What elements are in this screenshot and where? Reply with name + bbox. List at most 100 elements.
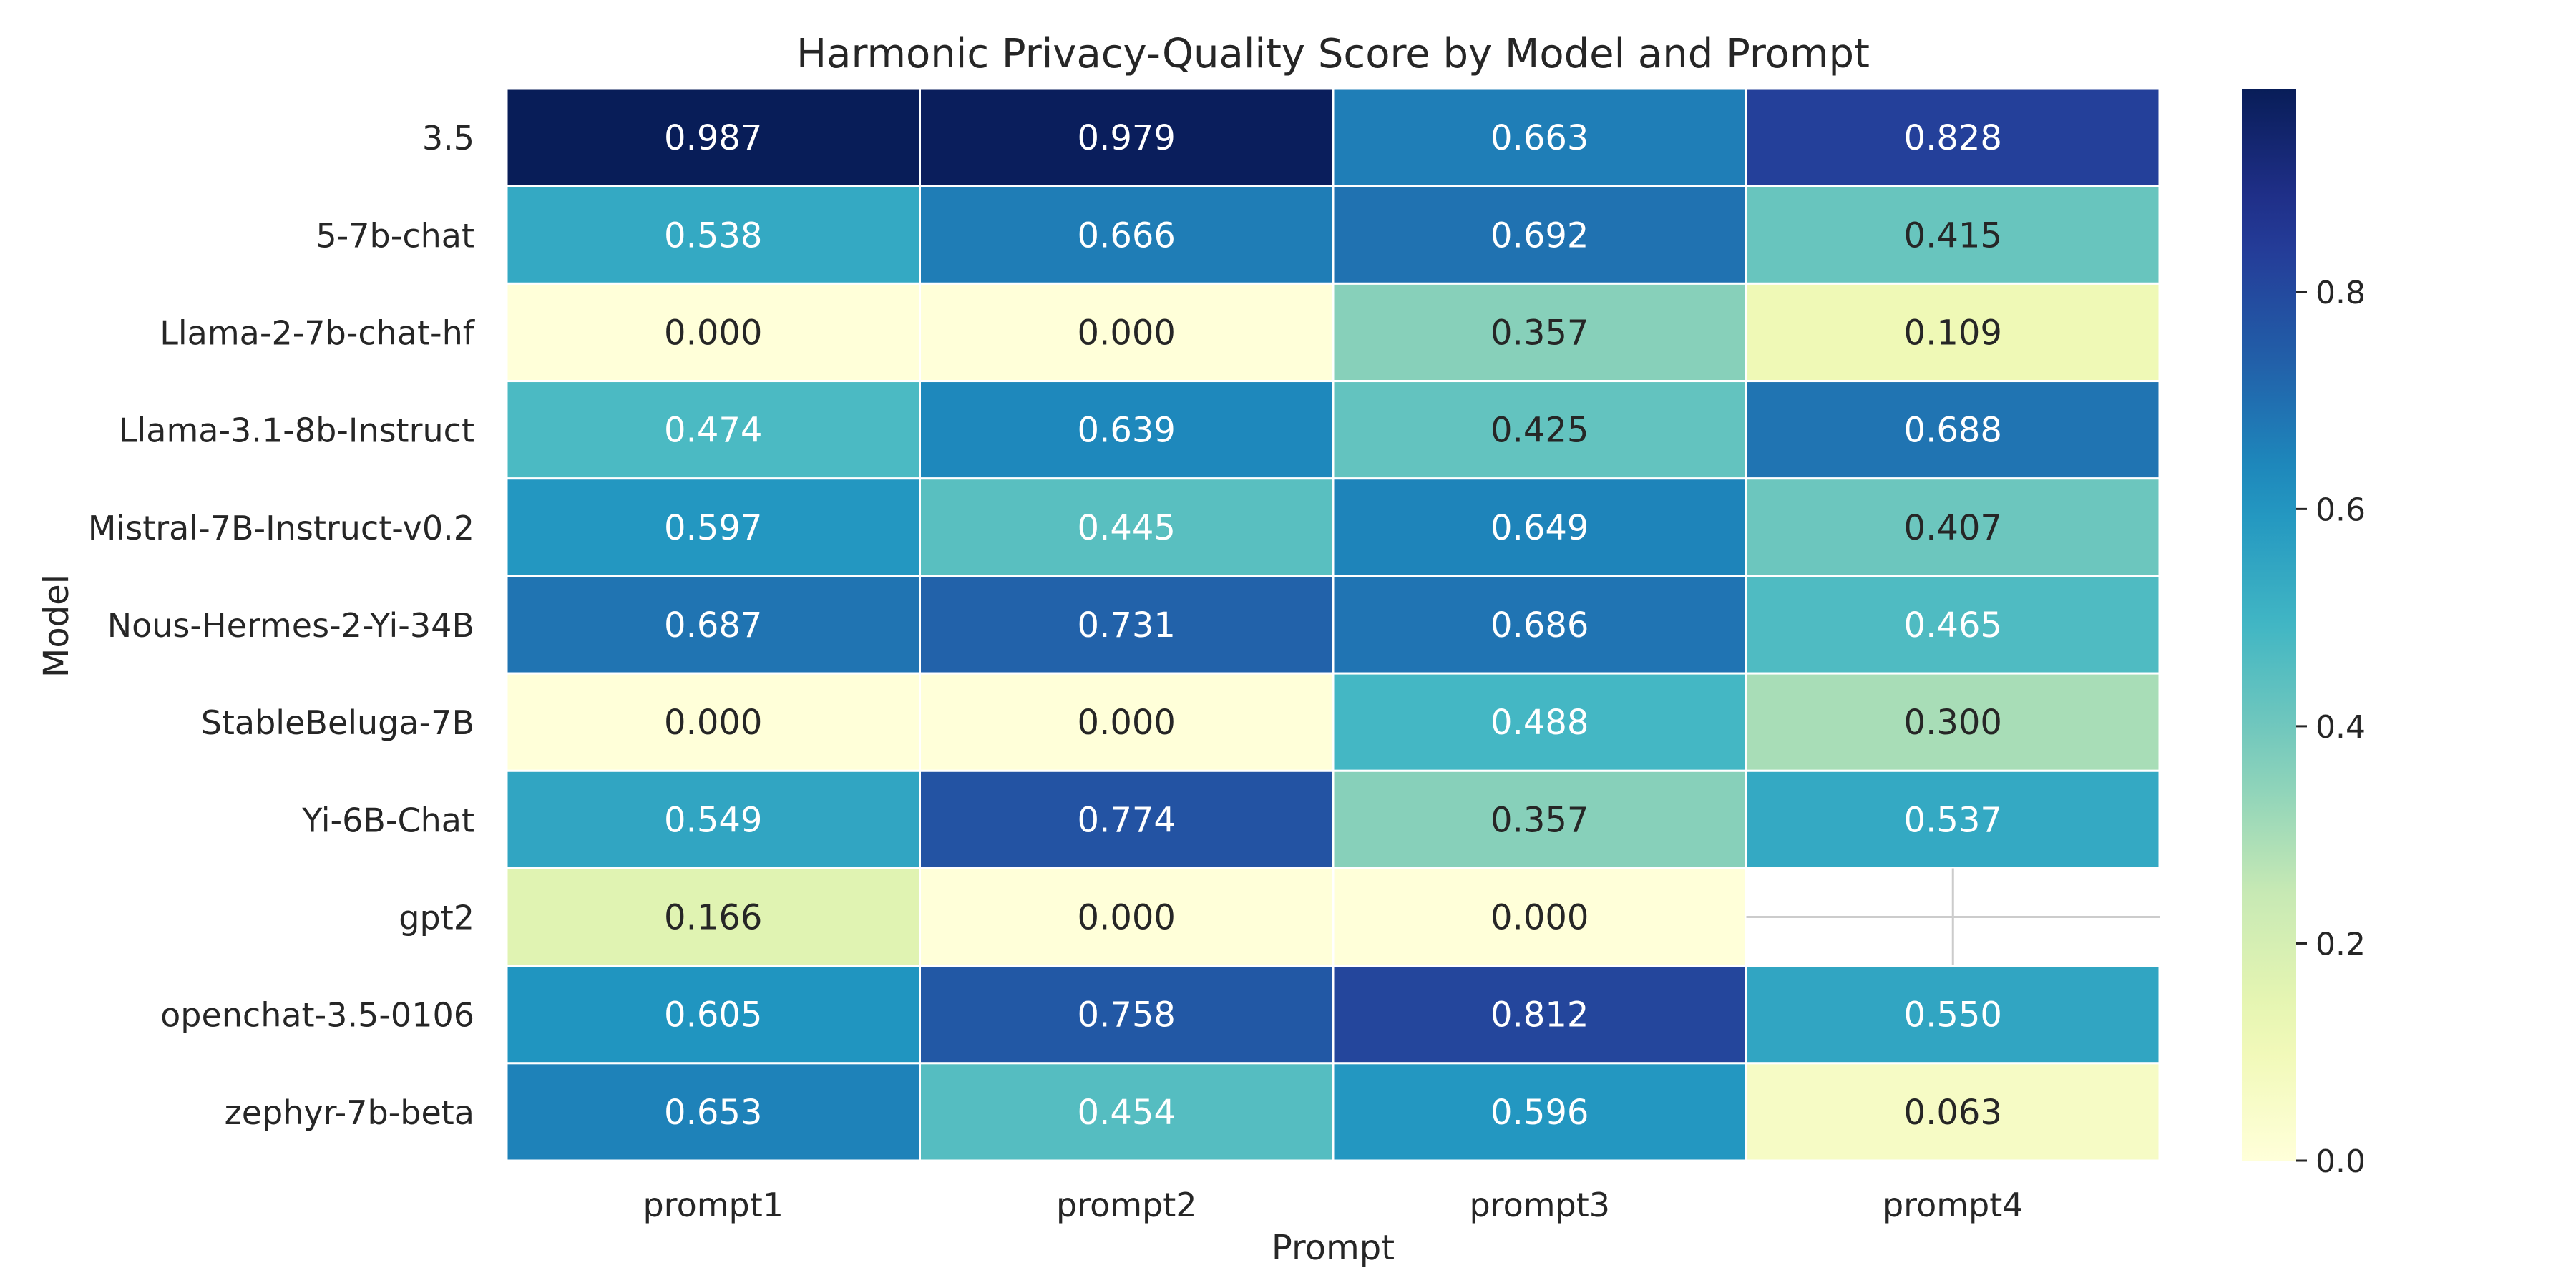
heatmap-cell [1745,380,2161,480]
cell-value-label: 0.465 [1904,605,2002,645]
heatmap-cell [1745,477,2161,577]
cell-value-label: 0.597 [664,508,762,548]
y-tick-label: Mistral-7B-Instruct-v0.2 [88,509,474,547]
y-tick-label: Llama-2-7b-chat-hf [160,313,476,352]
cell-value-label: 0.537 [1904,800,2002,840]
x-tick-label: prompt3 [1469,1186,1610,1224]
cell-value-label: 0.639 [1078,411,1176,451]
x-tick-label: prompt4 [1883,1186,2024,1224]
cell-value-label: 0.605 [664,995,762,1035]
colorbar-tick-label: 0.0 [2316,1143,2366,1180]
heatmap-cell [1745,185,2161,285]
y-tick-label: zephyr-7b-beta [225,1093,474,1132]
cell-value-label: 0.687 [664,605,762,645]
cell-value-label: 0.731 [1078,605,1176,645]
cell-value-label: 0.549 [664,800,762,840]
y-tick-label: gpt2 [399,899,474,937]
heatmap-cell [1332,87,1747,187]
y-tick-label: 3.5 [422,119,474,157]
heatmap-cell [1745,282,2161,383]
heatmap-cell [505,87,921,187]
y-tick-label: StableBeluga-7B [201,703,474,742]
heatmap-cell [505,672,921,772]
y-tick-label: Nous-Hermes-2-Yi-34B [107,606,474,645]
heatmap-cell [1745,1062,2161,1162]
heatmap-cell [1745,575,2161,675]
x-tick-labels: prompt1 prompt2 prompt3 prompt4 [643,1186,2023,1224]
heatmap-cell [505,380,921,480]
heatmap-cell [505,769,921,869]
heatmap-cell [1332,867,1747,967]
cell-value-label: 0.488 [1491,703,1589,743]
y-tick-labels: 3.5 5-7b-chat Llama-2-7b-chat-hf Llama-3.1-… [88,119,476,1132]
y-tick-label: 5-7b-chat [316,216,474,255]
cell-value-label: 0.000 [1078,703,1176,743]
cell-value-label: 0.596 [1491,1093,1589,1133]
cell-value-label: 0.000 [1491,898,1589,938]
x-axis-label: Prompt [1272,1228,1395,1268]
heatmap-cell [919,575,1335,675]
cell-value-label: 0.686 [1491,605,1589,645]
cell-value-label: 0.454 [1078,1093,1176,1133]
heatmap-cell [505,477,921,577]
cell-value-label: 0.812 [1491,995,1589,1035]
x-tick-label: prompt1 [643,1186,784,1224]
cell-value-label: 0.666 [1078,215,1176,255]
cell-value-label: 0.425 [1491,411,1589,451]
cell-value-label: 0.000 [664,703,762,743]
cell-value-label: 0.357 [1491,313,1589,353]
heatmap-cell [1332,1062,1747,1162]
cell-value-label: 0.000 [1078,898,1176,938]
y-tick-label: openchat-3.5-0106 [160,996,474,1035]
y-axis-label: Model [36,575,77,678]
y-tick-label: Llama-3.1-8b-Instruct [119,411,474,450]
cell-value-label: 0.300 [1904,703,2002,743]
cell-value-label: 0.357 [1491,800,1589,840]
cell-value-label: 0.758 [1078,995,1176,1035]
colorbar-tick-label: 0.8 [2316,275,2366,311]
cell-value-label: 0.445 [1078,508,1176,548]
cell-value-label: 0.415 [1904,215,2002,255]
heatmap-cells: 0.987 0.979 0.663 0.828 0.538 0.666 0.692 0.415… [505,87,2161,1162]
colorbar: 0.0 0.2 0.4 0.6 0.8 [2242,89,2366,1180]
heatmap-cell [505,185,921,285]
chart-title: Harmonic Privacy-Quality Score by Model … [796,31,1870,77]
cell-value-label: 0.407 [1904,508,2002,548]
heatmap-cell [919,87,1335,187]
heatmap-cell [1745,87,2161,187]
cell-value-label: 0.649 [1491,508,1589,548]
heatmap-cell [919,185,1335,285]
cell-value-label: 0.538 [664,215,762,255]
cell-value-label: 0.828 [1904,118,2002,158]
cell-value-label: 0.000 [1078,313,1176,353]
cell-value-label: 0.063 [1904,1093,2002,1133]
heatmap-cell [1332,477,1747,577]
cell-value-label: 0.987 [664,118,762,158]
heatmap-cell [919,477,1335,577]
colorbar-tick-label: 0.4 [2316,709,2366,746]
heatmap-cell [505,575,921,675]
cell-value-label: 0.109 [1904,313,2002,353]
colorbar-tick-label: 0.2 [2316,926,2366,962]
y-tick-label: Yi-6B-Chat [301,801,474,839]
cell-value-label: 0.774 [1078,800,1176,840]
cell-value-label: 0.653 [664,1093,762,1133]
heatmap-cell [919,380,1335,480]
cell-value-label: 0.979 [1078,118,1176,158]
heatmap-cell [1332,672,1747,772]
heatmap-cell [1332,769,1747,869]
x-tick-label: prompt2 [1056,1186,1197,1224]
heatmap-cell [1332,965,1747,1065]
heatmap-cell [919,1062,1335,1162]
cell-value-label: 0.000 [664,313,762,353]
cell-value-label: 0.692 [1491,215,1589,255]
colorbar-tick-label: 0.6 [2316,492,2366,528]
cell-value-label: 0.688 [1904,411,2002,451]
colorbar-gradient [2242,89,2296,1161]
heatmap-cell [1745,672,2161,772]
cell-value-label: 0.550 [1904,995,2002,1035]
cell-value-label: 0.166 [664,898,762,938]
cell-value-label: 0.474 [664,411,762,451]
heatmap-cell [1745,965,2161,1065]
